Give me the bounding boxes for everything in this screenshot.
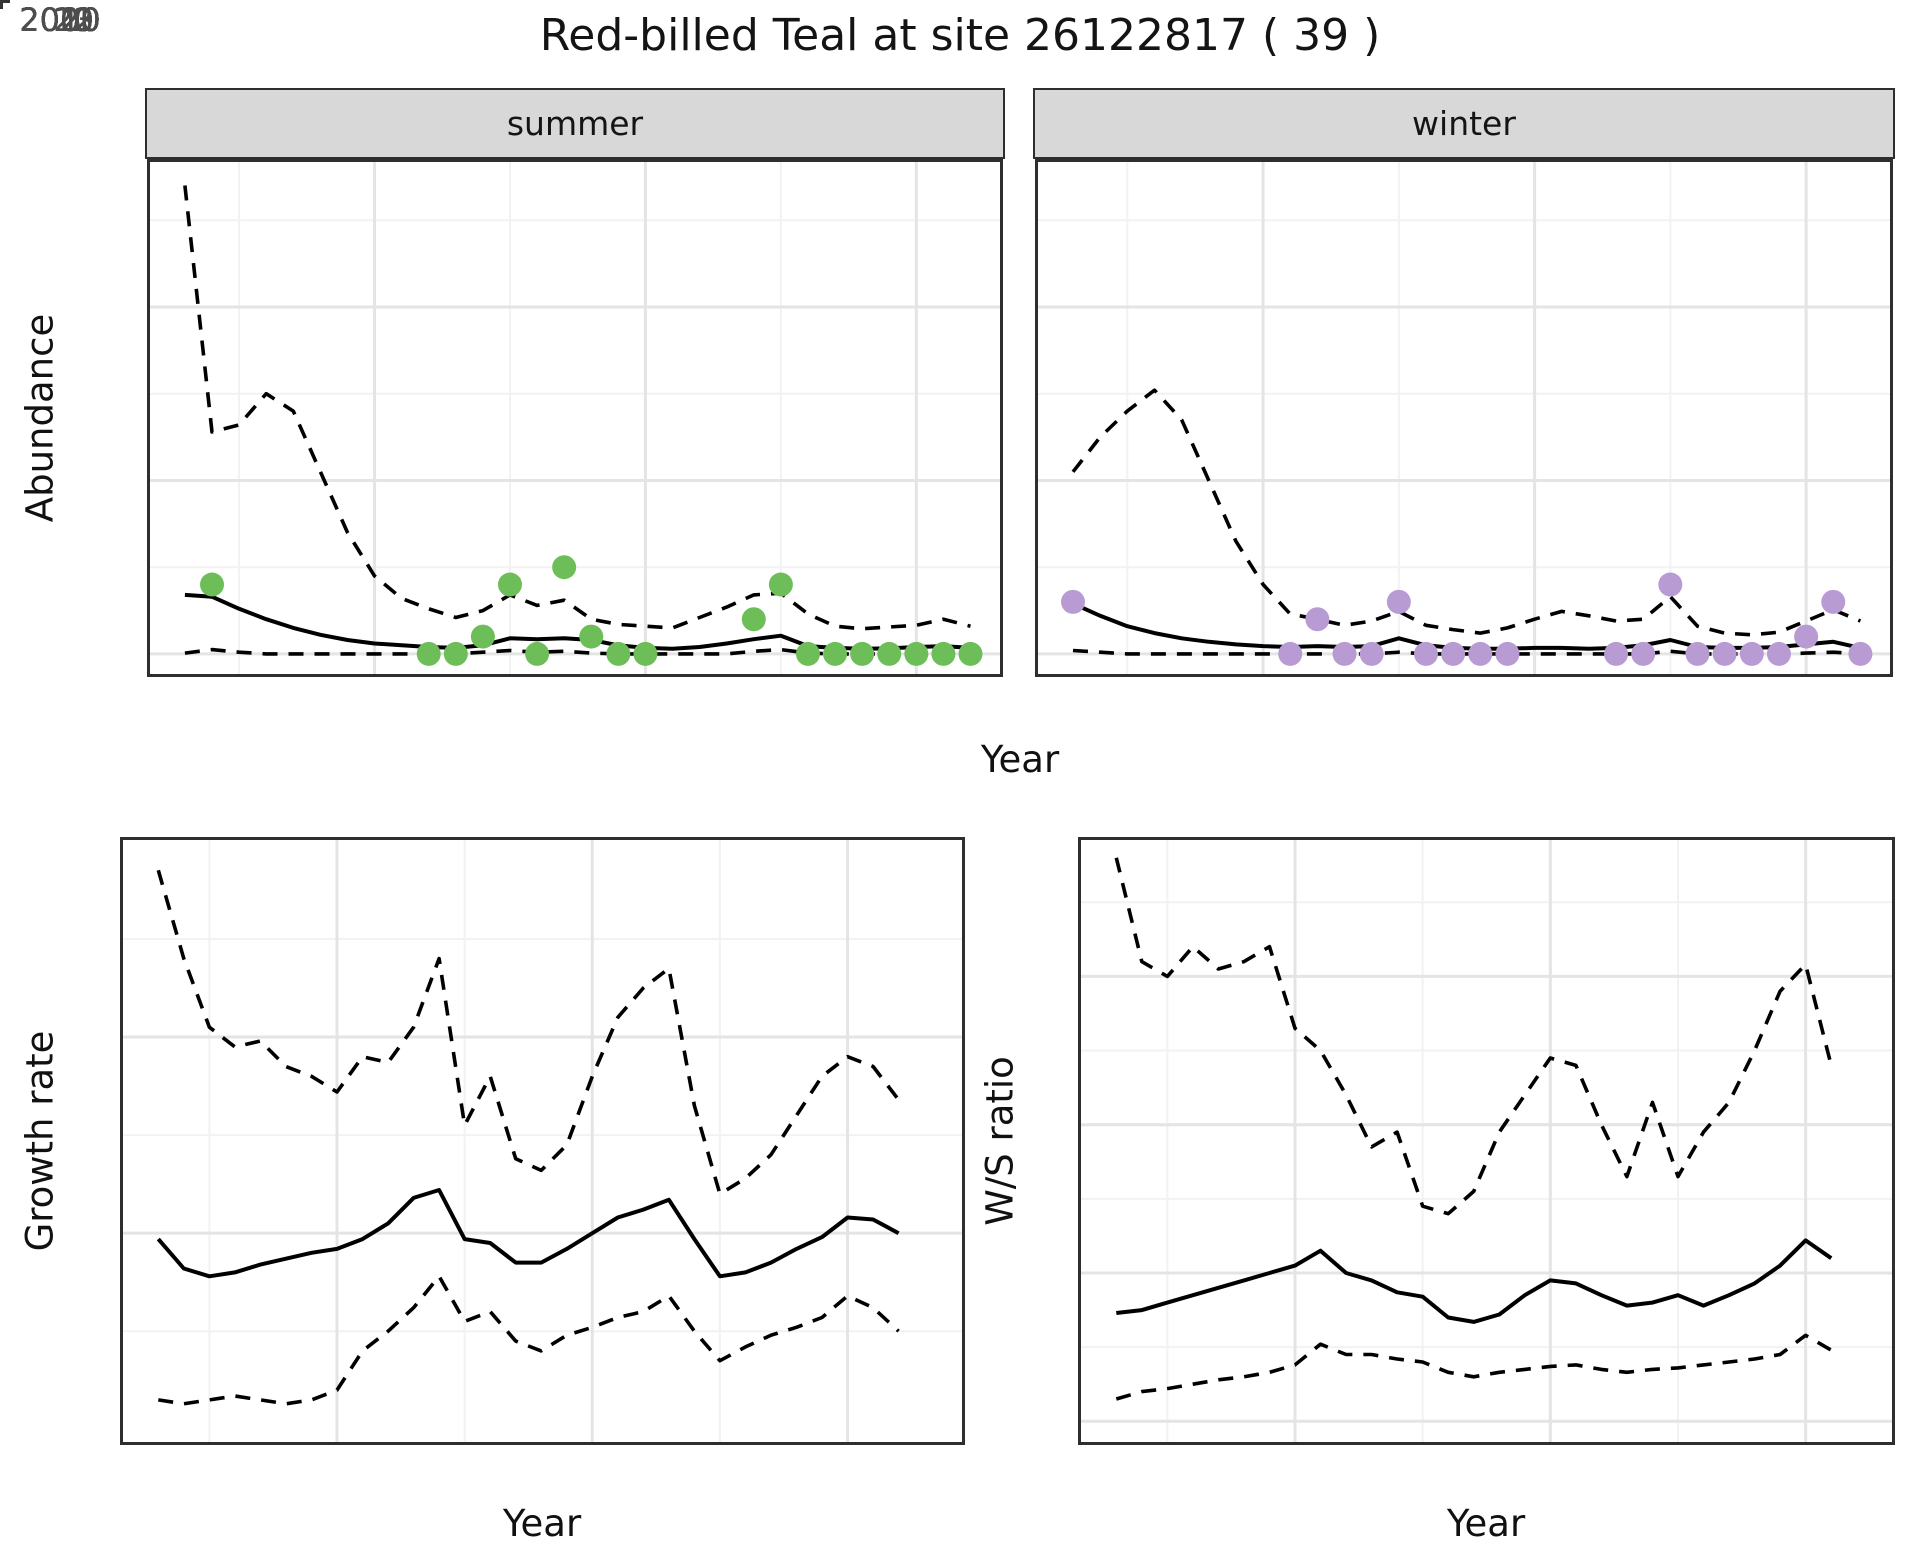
facet-strip-summer: summer xyxy=(145,88,1005,159)
abundance-winter-chart xyxy=(1035,159,1893,677)
year-axis-title-growth: Year xyxy=(502,1502,582,1545)
ws-y-tick-label: 3 xyxy=(73,1,94,39)
ws-median-line xyxy=(1116,1238,1833,1324)
growth-rate-axis-title: Growth rate xyxy=(18,1030,62,1252)
ws-y-tick-label: 1 xyxy=(73,1,94,39)
summer-observed-point xyxy=(633,641,658,666)
figure-title: Red-billed Teal at site 26122817 ( 39 ) xyxy=(539,10,1381,61)
winter-x-tick-label: 2000 xyxy=(19,1,101,39)
summer-x-tick-label: 2010 xyxy=(19,1,101,39)
winter-observed-point xyxy=(1794,624,1819,649)
summer-observed-point xyxy=(470,624,495,649)
winter-observed-point xyxy=(1061,589,1086,614)
ws-y-tick-label: 0 xyxy=(73,1,94,39)
ws-upper_95ci-line xyxy=(1114,857,1833,1216)
winter-observed-point xyxy=(1413,641,1438,666)
summer-observed-point xyxy=(931,641,956,666)
growth-y-tick-label: 2 xyxy=(73,1,94,39)
summer-observed-point xyxy=(200,572,225,597)
summer-observed-point xyxy=(443,641,468,666)
summer-observed-point xyxy=(552,555,577,580)
winter-observed-point xyxy=(1278,641,1303,666)
winter-observed-point xyxy=(1441,641,1466,666)
summer-observed-point xyxy=(958,641,983,666)
summer-observed-point xyxy=(823,641,848,666)
winter-observed-point xyxy=(1712,641,1737,666)
year-axis-title-ws: Year xyxy=(1446,1502,1526,1545)
summer-observed-point xyxy=(850,641,875,666)
ws-y-tick xyxy=(0,0,10,3)
summer-observed-point xyxy=(497,572,522,597)
winter-observed-point xyxy=(1848,641,1873,666)
year-axis-title-top: Year xyxy=(980,738,1060,781)
winter-upper_95ci-line xyxy=(1071,388,1862,637)
summer-observed-point xyxy=(606,641,631,666)
ws-x-tick-label: 2000 xyxy=(19,1,101,39)
winter-observed-point xyxy=(1766,641,1791,666)
winter-observed-point xyxy=(1658,572,1683,597)
abundance-summer-chart xyxy=(147,159,1003,677)
summer-observed-point xyxy=(525,641,550,666)
summer-observed-point xyxy=(579,624,604,649)
facet-strip-winter: winter xyxy=(1033,88,1895,159)
winter-observed-point xyxy=(1359,641,1384,666)
facet-strip-summer-label: summer xyxy=(506,104,644,143)
summer-observed-point xyxy=(795,641,820,666)
ws-ratio-chart xyxy=(1078,837,1895,1445)
ws-lower_95ci-line xyxy=(1115,1333,1833,1401)
ws-x-tick-label: 2020 xyxy=(19,1,101,39)
growth-median-line xyxy=(156,1188,900,1279)
winter-observed-point xyxy=(1468,641,1493,666)
abundance-axis-title: Abundance xyxy=(18,313,62,523)
winter-x-tick-label: 2020 xyxy=(19,1,101,39)
summer-observed-point xyxy=(768,572,793,597)
summer-y-tick-label: 20 xyxy=(53,1,94,39)
winter-x-tick-label: 2010 xyxy=(19,1,101,39)
facet-strip-winter-label: winter xyxy=(1412,104,1516,143)
winter-observed-point xyxy=(1685,641,1710,666)
winter-observed-point xyxy=(1604,641,1629,666)
winter-observed-point xyxy=(1821,589,1846,614)
growth-upper_95ci-line xyxy=(156,869,901,1196)
ws-x-tick-label: 2010 xyxy=(19,1,101,39)
summer-upper_95ci-line xyxy=(183,185,971,631)
ws-y-tick-label: 2 xyxy=(73,1,94,39)
growth-lower_95ci-line xyxy=(158,1274,900,1406)
ws-x-tick xyxy=(0,0,3,9)
growth-y-tick-label: 1 xyxy=(73,1,94,39)
winter-observed-point xyxy=(1386,589,1411,614)
summer-x-tick-label: 2000 xyxy=(19,1,101,39)
ws-ratio-axis-title: W/S ratio xyxy=(978,1056,1022,1226)
growth-x-tick-label: 2010 xyxy=(19,1,101,39)
growth-rate-chart xyxy=(120,837,965,1445)
winter-observed-point xyxy=(1332,641,1357,666)
summer-observed-point xyxy=(741,607,766,632)
summer-x-tick-label: 2020 xyxy=(19,1,101,39)
summer-observed-point xyxy=(877,641,902,666)
winter-observed-point xyxy=(1739,641,1764,666)
summer-observed-point xyxy=(416,641,441,666)
winter-observed-point xyxy=(1495,641,1520,666)
summer-y-tick-label: 10 xyxy=(53,1,94,39)
growth-x-tick-label: 2020 xyxy=(19,1,101,39)
growth-x-tick-label: 2000 xyxy=(19,1,101,39)
summer-observed-point xyxy=(904,641,929,666)
winter-observed-point xyxy=(1305,607,1330,632)
winter-observed-point xyxy=(1631,641,1656,666)
summer-y-tick-label: 0 xyxy=(73,1,94,39)
